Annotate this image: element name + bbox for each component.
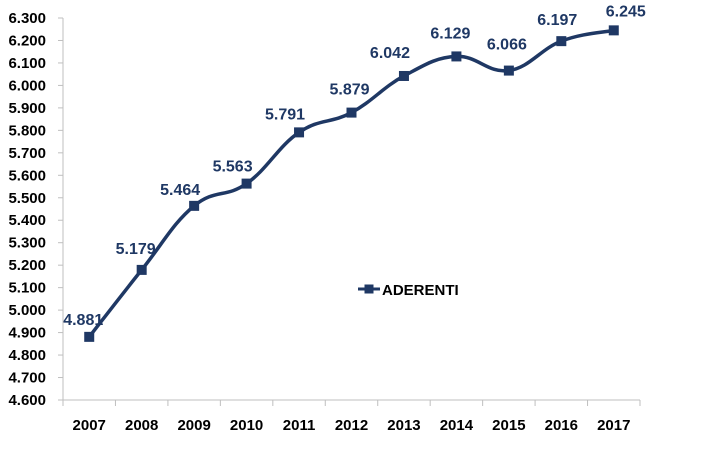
y-tick-label: 5.700 [8,145,46,162]
data-label-2007: 4.881 [63,312,103,329]
data-point-2011 [294,127,305,138]
data-label-2016: 6.197 [537,12,577,29]
x-tick-label: 2013 [387,417,420,434]
y-tick-label: 5.100 [8,280,46,297]
x-tick-label: 2012 [335,417,368,434]
data-point-2017 [608,25,619,36]
x-tick-label: 2007 [73,417,106,434]
data-point-2012 [346,107,357,118]
y-tick-label: 5.400 [8,212,46,229]
y-tick-label: 6.200 [8,32,46,49]
y-tick-label: 6.300 [8,10,46,27]
series-aderenti [84,25,619,342]
x-axis-ticks: 2007 2008 2009 2010 2011 2012 2013 2014 2015 2016… [62,400,641,434]
data-point-2009 [189,200,200,211]
data-label-2015: 6.066 [487,37,527,54]
x-tick-label: 2009 [177,417,210,434]
y-tick-label: 4.600 [8,392,46,409]
data-label-2017: 6.245 [606,3,646,20]
data-point-2016 [556,36,567,47]
x-tick-label: 2011 [283,417,316,434]
data-point-2015 [503,65,514,76]
y-axis-ticks: 4.600 4.700 4.800 4.900 5.000 5.100 5.200 5.300… [8,10,63,409]
y-tick-label: 5.300 [8,235,46,252]
series-line [87,28,615,338]
data-point-2014 [451,51,462,62]
y-tick-label: 6.000 [8,77,46,94]
y-tick-label: 5.500 [8,190,46,207]
legend-label: ADERENTI [382,282,459,299]
x-tick-label: 2010 [230,417,263,434]
x-tick-label: 2008 [125,417,158,434]
data-point-2008 [136,264,147,275]
y-tick-label: 4.800 [8,347,46,364]
y-tick-label: 5.800 [8,122,46,139]
y-tick-label: 5.600 [8,167,46,184]
y-tick-label: 5.000 [8,302,46,319]
data-label-2011: 5.791 [265,106,305,123]
legend: ADERENTI [358,282,459,299]
x-tick-label: 2016 [545,417,578,434]
y-tick-label: 4.700 [8,370,46,387]
y-tick-label: 5.900 [8,100,46,117]
data-label-2010: 5.563 [213,159,253,176]
data-label-2012: 5.879 [329,82,369,99]
y-tick-label: 6.100 [8,55,46,72]
legend-marker [364,284,374,294]
data-point-2010 [241,178,252,189]
data-point-2013 [398,70,409,81]
data-label-2014: 6.129 [430,25,470,42]
x-tick-label: 2015 [492,417,525,434]
data-labels: 4.881 5.179 5.464 5.563 5.791 5.879 6.042 6.129… [63,3,646,328]
data-label-2013: 6.042 [370,45,410,62]
data-label-2008: 5.179 [116,241,156,258]
x-tick-label: 2017 [597,417,630,434]
y-tick-label: 4.900 [8,325,46,342]
data-label-2009: 5.464 [160,182,200,199]
y-tick-label: 5.200 [8,257,46,274]
data-point-2007 [84,331,95,342]
axes [62,18,640,401]
x-tick-label: 2014 [440,417,474,434]
